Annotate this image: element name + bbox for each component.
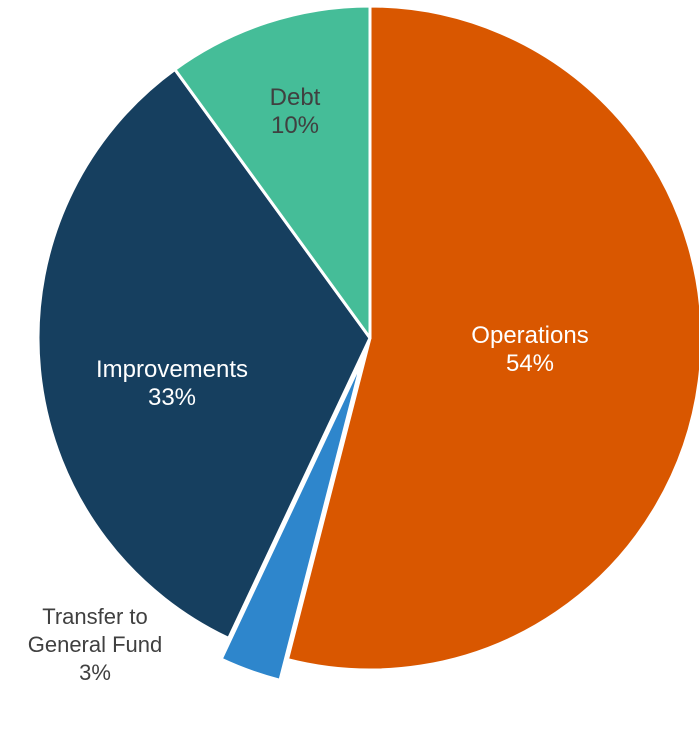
slice-label: Debt 10%	[235, 84, 355, 140]
slice-label: Transfer to General Fund 3%	[20, 603, 170, 687]
value-label: 33%	[147, 384, 197, 411]
slice-label: Operations 54%	[430, 322, 630, 378]
category-label: Operations	[471, 322, 589, 349]
pie-slice	[36, 67, 372, 640]
pie-slice	[173, 4, 372, 340]
value-label: 54%	[505, 350, 555, 377]
value-label: 10%	[270, 112, 320, 139]
category-label: Transfer to General Fund	[27, 604, 163, 657]
slice-label: Improvements 33%	[62, 356, 282, 412]
category-label: Improvements	[95, 356, 249, 383]
pie-slice	[285, 4, 699, 672]
value-label: 3%	[79, 660, 111, 685]
pie-slice	[219, 357, 365, 682]
category-label: Debt	[269, 84, 321, 111]
